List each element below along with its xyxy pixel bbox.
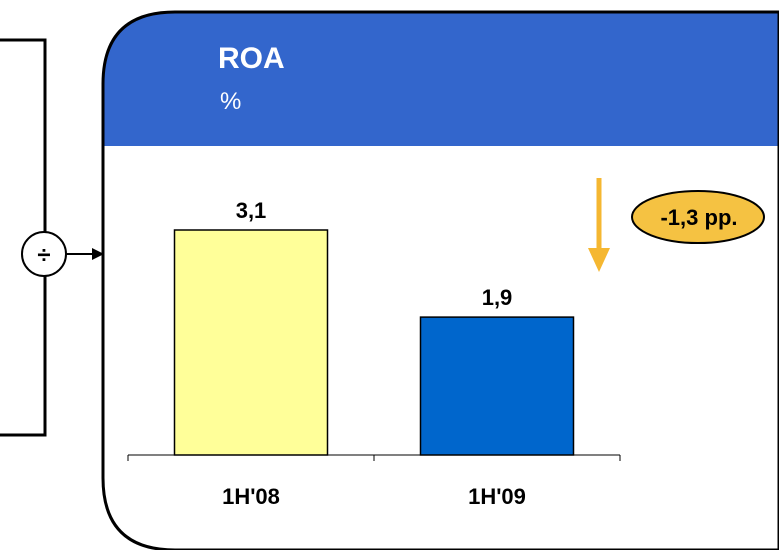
bar-chart: 3,1 1H'08 1,9 1H'09 — [127, 198, 621, 509]
x-tick-label: 1H'09 — [468, 484, 526, 509]
panel-title: ROA — [218, 42, 285, 75]
panel-header — [103, 12, 779, 146]
x-tick-label: 1H'08 — [222, 484, 280, 509]
change-badge — [631, 190, 765, 244]
divide-operator-symbol: ÷ — [37, 242, 50, 269]
bar-1 — [419, 316, 575, 456]
panel-unit: % — [220, 88, 241, 115]
change-indicator: -1,3 pp. — [588, 178, 765, 272]
arrow-right-icon — [92, 248, 104, 260]
bar-value-label: 1,9 — [482, 285, 513, 310]
down-arrow-head-icon — [588, 248, 610, 272]
change-badge-text: -1,3 pp. — [660, 205, 737, 230]
bar-0 — [173, 229, 329, 456]
bar-value-label: 3,1 — [236, 198, 267, 223]
divide-operator: ÷ — [21, 231, 67, 277]
